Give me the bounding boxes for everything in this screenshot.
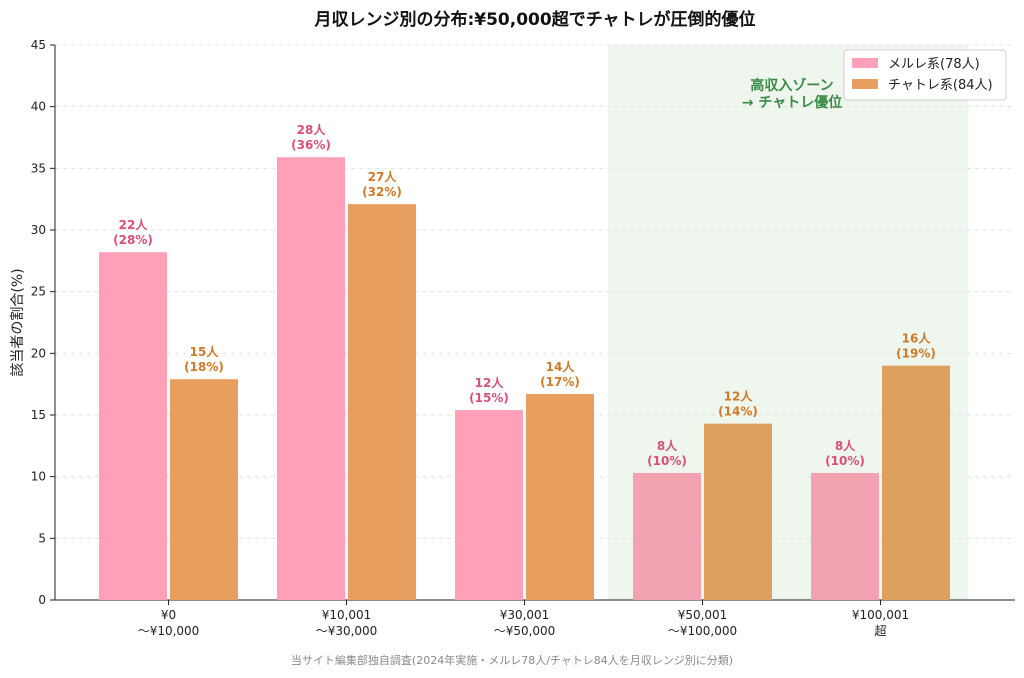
- x-tick-label: 超: [874, 623, 886, 638]
- bar-chatore-3: [704, 423, 772, 600]
- data-label-percent: (10%): [647, 454, 687, 468]
- x-tick-label: 〜¥10,000: [138, 624, 200, 638]
- bar-meruru-3: [633, 472, 701, 600]
- bar-chatore-0: [170, 379, 238, 600]
- data-label-count: 15人: [190, 344, 220, 359]
- x-tick-label: 〜¥30,000: [316, 624, 378, 638]
- data-label-count: 28人: [297, 122, 327, 137]
- y-tick-label: 35: [31, 161, 46, 175]
- legend: メルレ系(78人) チャトレ系(84人): [843, 49, 1007, 101]
- y-tick-label: 25: [31, 285, 46, 299]
- zone-annotation: → チャトレ優位: [742, 94, 842, 111]
- data-label-percent: (36%): [291, 138, 331, 152]
- data-label-count: 8人: [835, 438, 856, 453]
- chart-title: 月収レンジ別の分布:¥50,000超でチャトレが圧倒的優位: [313, 9, 755, 30]
- data-label-count: 16人: [902, 331, 932, 346]
- data-label-percent: (32%): [362, 185, 402, 199]
- y-axis-label: 該当者の割合(%): [9, 268, 26, 376]
- footnote: 当サイト編集部独自調査(2024年実施・メルレ78人/チャトレ84人を月収レンジ…: [291, 653, 733, 667]
- legend-label: チャトレ系(84人): [888, 78, 993, 93]
- x-tick-label: ¥100,001: [852, 608, 909, 622]
- bar-chatore-2: [526, 394, 594, 600]
- data-label-count: 12人: [724, 389, 754, 404]
- data-label-count: 14人: [546, 359, 576, 374]
- bar-chatore-4: [882, 365, 950, 600]
- x-tick-label: ¥50,001: [678, 608, 728, 622]
- legend-label: メルレ系(78人): [888, 57, 980, 72]
- x-tick-label: 〜¥50,000: [494, 624, 556, 638]
- x-tick-label: ¥30,001: [500, 608, 550, 622]
- bar-chatore-1: [348, 204, 416, 600]
- data-label-count: 22人: [119, 217, 149, 232]
- bar-meruru-1: [277, 157, 345, 600]
- y-tick-label: 20: [31, 346, 46, 360]
- y-tick-label: 40: [31, 100, 46, 114]
- data-label-count: 8人: [657, 438, 678, 453]
- data-label-percent: (19%): [896, 347, 936, 361]
- legend-box: [843, 49, 1007, 101]
- y-tick-label: 45: [31, 38, 46, 52]
- y-tick-label: 0: [38, 593, 46, 607]
- data-label-percent: (10%): [825, 454, 865, 468]
- legend-swatch: [852, 58, 878, 68]
- y-tick-label: 30: [31, 223, 46, 237]
- bar-meruru-4: [811, 472, 879, 600]
- data-label-percent: (14%): [718, 405, 758, 419]
- data-label-percent: (28%): [113, 233, 153, 247]
- y-tick-label: 5: [38, 531, 46, 545]
- data-label-percent: (17%): [540, 375, 580, 389]
- data-label-count: 12人: [475, 375, 505, 390]
- bar-meruru-0: [99, 252, 167, 600]
- legend-swatch: [852, 79, 878, 89]
- x-tick-label: 〜¥100,000: [668, 624, 737, 638]
- y-tick-label: 10: [31, 470, 46, 484]
- x-tick-label: ¥0: [161, 608, 176, 622]
- x-tick-label: ¥10,001: [322, 608, 372, 622]
- zone-annotation: 高収入ゾーン: [750, 77, 833, 94]
- y-tick-label: 15: [31, 408, 46, 422]
- bar-meruru-2: [455, 410, 523, 600]
- data-label-count: 27人: [368, 169, 398, 184]
- data-label-percent: (15%): [469, 391, 509, 405]
- data-label-percent: (18%): [184, 360, 224, 374]
